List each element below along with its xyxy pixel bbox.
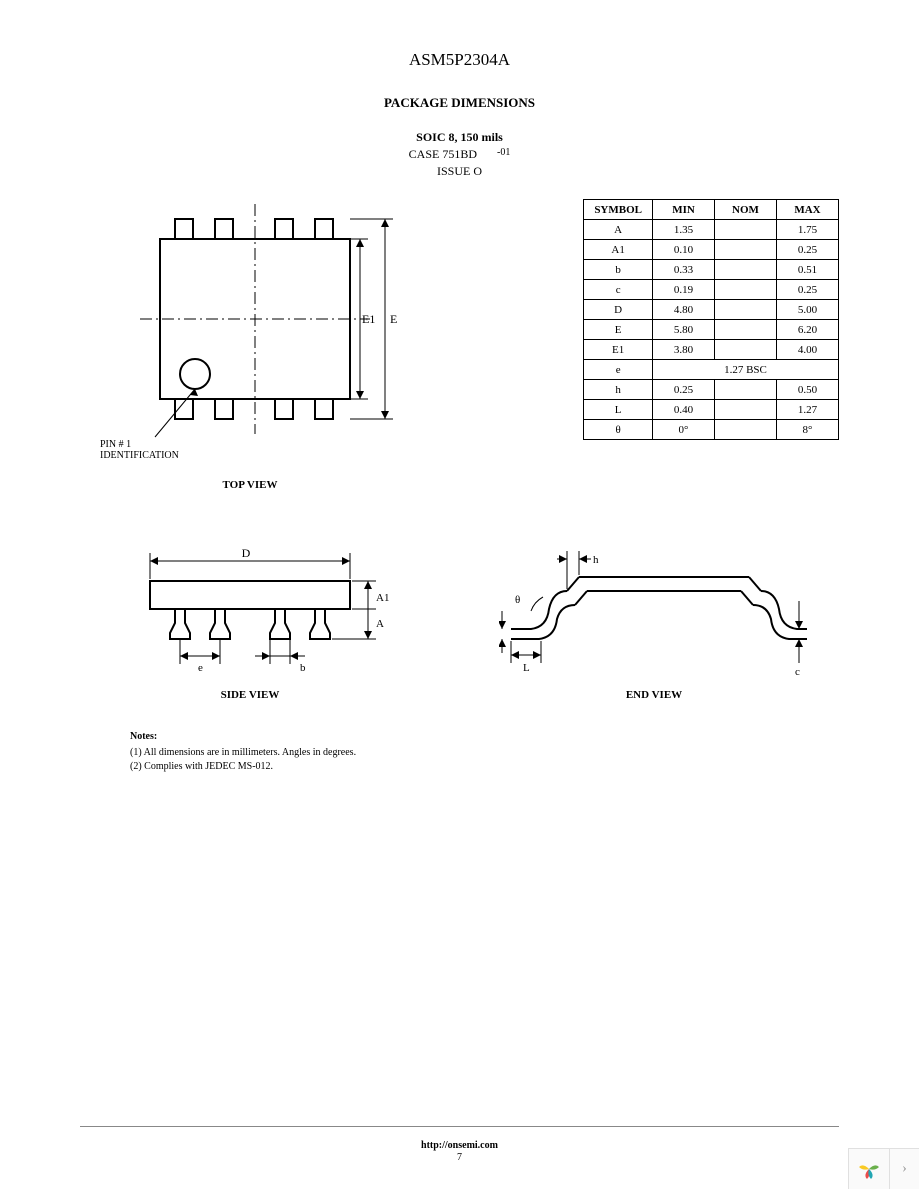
side-view-diagram: D A1 A: [100, 541, 400, 681]
dim-label-d: D: [242, 546, 251, 560]
dimension-table: SYMBOL MIN NOM MAX A1.351.75A10.100.25b0…: [583, 199, 839, 440]
cell-nom: [715, 240, 777, 260]
th-min: MIN: [653, 200, 715, 220]
cell-max: 4.00: [777, 340, 839, 360]
note-line-1: (1) All dimensions are in millimeters. A…: [130, 746, 859, 760]
dim-label-e1: E1: [362, 312, 375, 326]
cell-max: 0.51: [777, 260, 839, 280]
dim-label-a1: A1: [376, 592, 389, 604]
cell-symbol: h: [584, 380, 653, 400]
cell-span: 1.27 BSC: [653, 360, 839, 380]
table-row: c0.19 0.25: [584, 280, 839, 300]
notes-title: Notes:: [130, 731, 859, 742]
side-view-label: SIDE VIEW: [221, 689, 280, 701]
cell-symbol: E: [584, 320, 653, 340]
table-header-row: SYMBOL MIN NOM MAX: [584, 200, 839, 220]
widget-next-button[interactable]: ›: [889, 1149, 919, 1189]
cell-max: 6.20: [777, 320, 839, 340]
section-title: PACKAGE DIMENSIONS: [60, 95, 859, 111]
part-number: ASM5P2304A: [60, 50, 859, 70]
package-header: SOIC 8, 150 mils CASE 751BD -01 ISSUE O: [60, 129, 859, 179]
issue-line: ISSUE O: [437, 164, 482, 178]
dim-label-b: b: [300, 662, 306, 674]
cell-nom: [715, 300, 777, 320]
dim-label-a: A: [376, 618, 384, 630]
cell-max: 1.75: [777, 220, 839, 240]
cell-nom: [715, 340, 777, 360]
end-view-label: END VIEW: [626, 689, 682, 701]
th-max: MAX: [777, 200, 839, 220]
cell-nom: [715, 420, 777, 440]
cell-min: 1.35: [653, 220, 715, 240]
cell-symbol: A1: [584, 240, 653, 260]
chevron-right-icon: ›: [902, 1161, 907, 1177]
cell-symbol: θ: [584, 420, 653, 440]
table-row: D4.80 5.00: [584, 300, 839, 320]
package-name: SOIC 8, 150 mils: [416, 130, 503, 144]
top-view-label: TOP VIEW: [223, 479, 278, 491]
page-number: 7: [0, 1152, 919, 1163]
cell-nom: [715, 280, 777, 300]
case-suffix: -01: [497, 147, 510, 158]
table-row: A10.10 0.25: [584, 240, 839, 260]
cell-symbol: D: [584, 300, 653, 320]
table-row: b0.33 0.51: [584, 260, 839, 280]
cell-max: 0.50: [777, 380, 839, 400]
cell-min: 0°: [653, 420, 715, 440]
dim-label-l: L: [523, 662, 530, 674]
widget-logo-icon: [849, 1149, 889, 1189]
table-row: A1.35 1.75: [584, 220, 839, 240]
cell-max: 1.27: [777, 400, 839, 420]
cell-symbol: e: [584, 360, 653, 380]
cell-max: 8°: [777, 420, 839, 440]
cell-nom: [715, 380, 777, 400]
table-row: L0.40 1.27: [584, 400, 839, 420]
cell-nom: [715, 320, 777, 340]
cell-nom: [715, 260, 777, 280]
cell-symbol: b: [584, 260, 653, 280]
table-row: E5.80 6.20: [584, 320, 839, 340]
th-nom: NOM: [715, 200, 777, 220]
notes-block: Notes: (1) All dimensions are in millime…: [130, 731, 859, 774]
cell-symbol: A: [584, 220, 653, 240]
table-row: E13.80 4.00: [584, 340, 839, 360]
cell-min: 4.80: [653, 300, 715, 320]
cell-min: 0.19: [653, 280, 715, 300]
cell-min: 0.40: [653, 400, 715, 420]
case-line: CASE 751BD: [409, 147, 477, 161]
cell-min: 0.33: [653, 260, 715, 280]
cell-symbol: L: [584, 400, 653, 420]
end-view-diagram: h θ L c: [499, 541, 809, 681]
table-row: e1.27 BSC: [584, 360, 839, 380]
cell-nom: [715, 400, 777, 420]
dim-label-e-pitch: e: [198, 662, 203, 674]
corner-widget: ›: [848, 1148, 919, 1189]
dim-label-c: c: [795, 666, 800, 678]
cell-max: 0.25: [777, 280, 839, 300]
cell-symbol: c: [584, 280, 653, 300]
cell-max: 0.25: [777, 240, 839, 260]
cell-min: 0.10: [653, 240, 715, 260]
cell-min: 0.25: [653, 380, 715, 400]
dim-label-theta: θ: [515, 594, 520, 606]
th-symbol: SYMBOL: [584, 200, 653, 220]
cell-max: 5.00: [777, 300, 839, 320]
dim-label-e: E: [390, 312, 397, 326]
cell-min: 3.80: [653, 340, 715, 360]
table-row: θ0° 8°: [584, 420, 839, 440]
footer-rule: [80, 1126, 839, 1127]
cell-min: 5.80: [653, 320, 715, 340]
cell-nom: [715, 220, 777, 240]
dim-label-h: h: [593, 554, 599, 566]
top-view-diagram: E1 E: [100, 189, 400, 449]
note-line-2: (2) Complies with JEDEC MS-012.: [130, 760, 859, 774]
cell-symbol: E1: [584, 340, 653, 360]
footer-url: http://onsemi.com: [0, 1140, 919, 1151]
pin1-label: PIN # 1 IDENTIFICATION: [100, 439, 179, 461]
table-row: h0.25 0.50: [584, 380, 839, 400]
